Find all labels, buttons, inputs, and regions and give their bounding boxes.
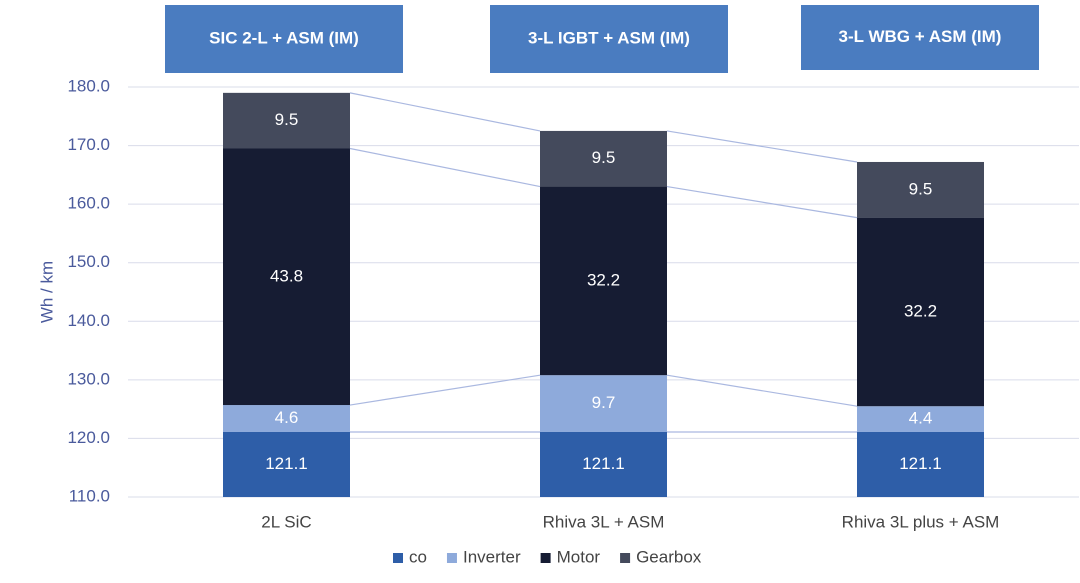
y-tick-label: 160.0: [67, 194, 110, 213]
bar-segment: [857, 431, 984, 497]
bar-segment: [223, 405, 350, 432]
legend-swatch: [446, 553, 457, 563]
bar-segment: [857, 217, 984, 407]
connector-line: [349, 92, 541, 132]
connector-line: [666, 130, 858, 163]
bar-segment: [857, 161, 984, 218]
y-tick-label: 170.0: [67, 135, 110, 154]
header-box: [801, 5, 1039, 70]
legend-label: Motor: [557, 547, 601, 566]
bar-segment: [223, 148, 350, 406]
header-text: 3-L IGBT + ASM (IM): [528, 28, 690, 47]
data-label: 9.7: [592, 393, 616, 412]
connector-line: [666, 185, 858, 219]
data-label: 32.2: [587, 270, 620, 289]
data-label: 32.2: [904, 301, 937, 320]
data-label: 4.4: [909, 409, 933, 428]
connector-line: [349, 374, 541, 406]
y-tick-label: 130.0: [67, 369, 110, 388]
connector-line: [349, 147, 541, 188]
y-tick-label: 140.0: [67, 311, 110, 330]
legend-swatch: [620, 553, 631, 563]
data-label: 9.5: [275, 110, 299, 129]
connector-line: [666, 374, 858, 407]
x-tick-label: 2L SiC: [261, 512, 311, 531]
data-label: 9.5: [592, 148, 616, 167]
bar-segment: [223, 431, 350, 497]
bar-segment: [857, 406, 984, 432]
legend-label: Gearbox: [636, 547, 702, 566]
header-text: SIC 2-L + ASM (IM): [209, 28, 359, 47]
x-tick-label: Rhiva 3L plus + ASM: [842, 512, 1000, 531]
y-tick-label: 110.0: [69, 486, 110, 505]
y-axis-label: Wh / km: [37, 261, 56, 323]
header-text: 3-L WBG + ASM (IM): [839, 27, 1002, 46]
legend-label: co: [409, 547, 427, 566]
x-tick-label: Rhiva 3L + ASM: [543, 512, 665, 531]
data-label: 121.1: [265, 454, 308, 473]
y-tick-label: 120.0: [67, 428, 110, 447]
data-label: 121.1: [582, 454, 625, 473]
bar-segment: [540, 431, 667, 497]
data-label: 121.1: [899, 454, 942, 473]
data-label: 43.8: [270, 266, 303, 285]
bar-segment: [540, 130, 667, 187]
data-label: 4.6: [275, 408, 299, 427]
header-box: [490, 5, 728, 73]
y-tick-label: 150.0: [67, 252, 110, 271]
y-tick-label: 180.0: [67, 76, 110, 95]
legend-label: Inverter: [463, 547, 521, 566]
legend-swatch: [540, 553, 551, 563]
bar-segment: [540, 186, 667, 376]
data-label: 9.5: [909, 179, 933, 198]
bar-segment: [223, 92, 350, 149]
bar-segment: [540, 375, 667, 432]
header-box: [165, 5, 403, 73]
legend-swatch: [393, 553, 403, 563]
